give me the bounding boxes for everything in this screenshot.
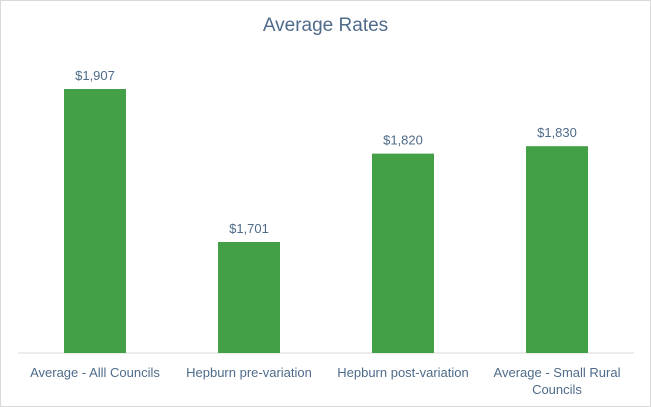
- bar-0: [64, 89, 126, 353]
- bar-3: [526, 146, 588, 353]
- data-label-1: $1,701: [229, 221, 269, 236]
- category-label-2: Hepburn post-variation: [337, 365, 469, 380]
- category-label-3-line-0: Average - Small Rural: [494, 365, 621, 380]
- bar-1: [218, 242, 280, 353]
- bar-2: [372, 153, 434, 353]
- data-label-3: $1,830: [537, 125, 577, 140]
- category-label-1: Hepburn pre-variation: [186, 365, 312, 380]
- data-label-2: $1,820: [383, 133, 423, 148]
- data-label-0: $1,907: [75, 68, 115, 83]
- category-label-3-line-1: Councils: [532, 382, 582, 397]
- category-label-0: Average - Alll Councils: [30, 365, 160, 380]
- chart-title: Average Rates: [262, 15, 389, 36]
